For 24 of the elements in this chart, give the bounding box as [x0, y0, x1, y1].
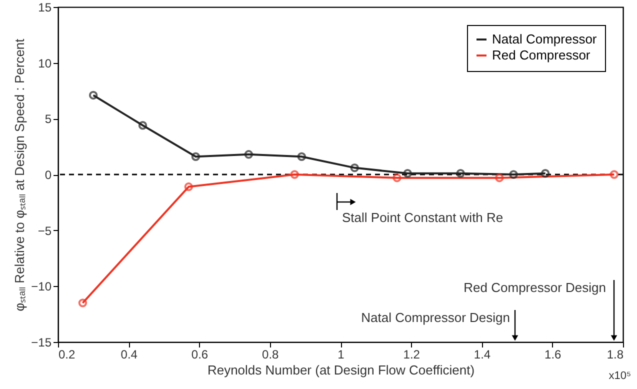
x-tick-label: 0.8 [262, 348, 280, 362]
x-tick-label: 1.6 [544, 348, 562, 362]
text: x10⁵ [608, 370, 631, 382]
x-axis-title: Reynolds Number (at Design Flow Coefficient) [207, 362, 475, 378]
x-tick-label: 0.4 [120, 348, 138, 362]
y-tick-label: 15 [38, 0, 52, 14]
legend-label: Red Compressor [492, 48, 591, 62]
annotation: Stall Point Constant with Re [342, 210, 504, 225]
y-axis-title: φₛₜₐₗₗ Relative to φₛₜₐₗₗ at Design Speed : Percent [12, 38, 28, 312]
x-tick-label: 1 [338, 348, 345, 362]
x-tick-label: 1.4 [474, 348, 491, 362]
y-tick-label: 10 [38, 56, 52, 70]
x-tick-label: 1.8 [606, 348, 624, 362]
x-tick-label: 0.6 [191, 348, 208, 362]
y-tick-label: 5 [44, 112, 52, 126]
x-tick-label: 0.2 [58, 348, 76, 362]
y-tick-label: −5 [38, 224, 52, 238]
annotation: Natal Compressor Design [361, 310, 510, 325]
x-tick-label: 1.2 [403, 348, 420, 362]
legend-label: Natal Compressor [492, 32, 598, 46]
y-tick-label: −10 [31, 280, 52, 294]
y-tick-label: 0 [44, 168, 52, 182]
annotation: Red Compressor Design [464, 280, 606, 295]
y-tick-label: −15 [31, 336, 52, 350]
